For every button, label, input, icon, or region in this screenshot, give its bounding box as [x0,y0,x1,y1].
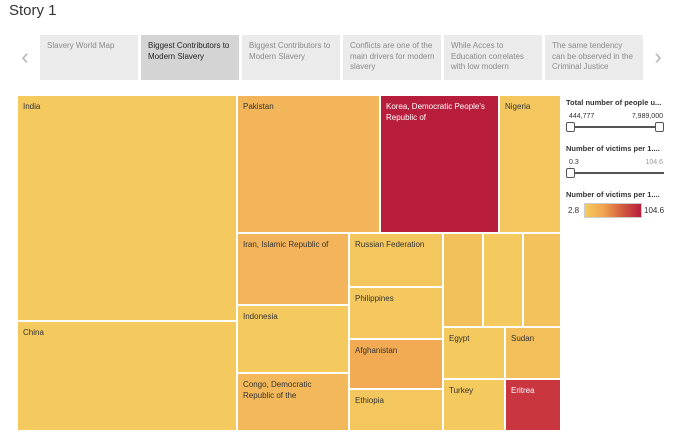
treemap-cell-china[interactable]: China [17,321,237,431]
cell-label: China [23,328,44,337]
treemap-cell-turkey[interactable]: Turkey [443,379,505,431]
cell-label: Turkey [449,386,474,395]
color-legend-min: 2.8 [568,206,580,215]
color-legend-max: 104.6 [644,206,665,215]
treemap-cell[interactable] [443,233,483,327]
cell-label: Egypt [449,334,470,343]
slider-max-handle[interactable] [655,122,664,132]
victims-filter-max: 104.6 [645,159,663,166]
treemap-cell-egypt[interactable]: Egypt [443,327,505,379]
cell-label: Korea, Democratic People's Republic of [386,102,485,122]
next-story-point-icon[interactable]: › [654,44,662,69]
cell-label: Congo, Democratic Republic of the [243,380,312,400]
cell-label: Eritrea [511,386,535,395]
range-values: 444,777 7,989,000 [569,113,663,120]
treemap-cell-ethiopia[interactable]: Ethiopia [349,389,443,431]
slider-track [570,172,664,174]
slider-min-handle[interactable] [566,122,575,132]
people-filter: Total number of people u... 444,777 7,98… [566,98,678,132]
treemap-cell-philippines[interactable]: Philippines [349,287,443,339]
people-filter-max: 7,989,000 [631,113,663,120]
range-values: 0.3 104.6 [569,159,663,166]
cell-label: Sudan [511,334,535,343]
story-point-tab-6[interactable]: The same tendency can be observed in the… [545,35,643,80]
treemap-cell-congo[interactable]: Congo, Democratic Republic of the [237,373,349,431]
cell-label: Russian Federation [355,240,425,249]
legend-panel: Total number of people u... 444,777 7,98… [566,98,678,230]
slider-min-handle[interactable] [566,168,575,178]
color-legend-title: Number of victims per 1.... [566,190,660,199]
color-legend: Number of victims per 1.... 2.8 104.6 [566,190,678,218]
treemap: India China Pakistan Korea, Democratic P… [17,95,561,431]
story-point-tab-2[interactable]: Biggest Contributors to Modern Slavery [141,35,239,80]
victims-range-slider[interactable] [566,168,664,178]
people-filter-title: Total number of people u... [566,98,662,107]
treemap-cell[interactable] [523,233,561,327]
cell-label: Philippines [355,294,394,303]
treemap-cell-russia[interactable]: Russian Federation [349,233,443,287]
victims-filter-title: Number of victims per 1.... [566,144,660,153]
treemap-cell-eritrea[interactable]: Eritrea [505,379,561,431]
people-filter-min: 444,777 [569,113,595,120]
story-navigator: Slavery World Map Biggest Contributors t… [40,35,646,80]
color-ramp [584,203,642,218]
slider-track [570,126,660,128]
story-point-tab-4[interactable]: Conflicts are one of the main drivers fo… [343,35,441,80]
treemap-cell-pakistan[interactable]: Pakistan [237,95,380,233]
story-title: Story 1 [9,2,57,19]
prev-story-point-icon[interactable]: ‹ [21,44,29,69]
color-ramp-row: 2.8 104.6 [566,203,678,218]
cell-label: Afghanistan [355,346,398,355]
cell-label: Indonesia [243,312,278,321]
people-range-slider[interactable] [566,122,664,132]
treemap-cell-india[interactable]: India [17,95,237,321]
story-point-tab-3[interactable]: Biggest Contributors to Modern Slavery [242,35,340,80]
victims-filter: Number of victims per 1.... 0.3 104.6 [566,144,678,178]
cell-label: Ethiopia [355,396,384,405]
victims-filter-min: 0.3 [569,159,579,166]
cell-label: Nigeria [505,102,531,111]
treemap-cell-sudan[interactable]: Sudan [505,327,561,379]
treemap-cell-korea[interactable]: Korea, Democratic People's Republic of [380,95,499,233]
cell-label: Pakistan [243,102,274,111]
cell-label: India [23,102,41,111]
treemap-cell-indonesia[interactable]: Indonesia [237,305,349,373]
story-point-tab-5[interactable]: While Acces to Education correlates with… [444,35,542,80]
story-point-tab-1[interactable]: Slavery World Map [40,35,138,80]
treemap-cell-afghanistan[interactable]: Afghanistan [349,339,443,389]
treemap-cell-iran[interactable]: Iran, Islamic Republic of [237,233,349,305]
treemap-cell[interactable] [483,233,523,327]
treemap-cell-nigeria[interactable]: Nigeria [499,95,561,233]
cell-label: Iran, Islamic Republic of [243,240,329,249]
